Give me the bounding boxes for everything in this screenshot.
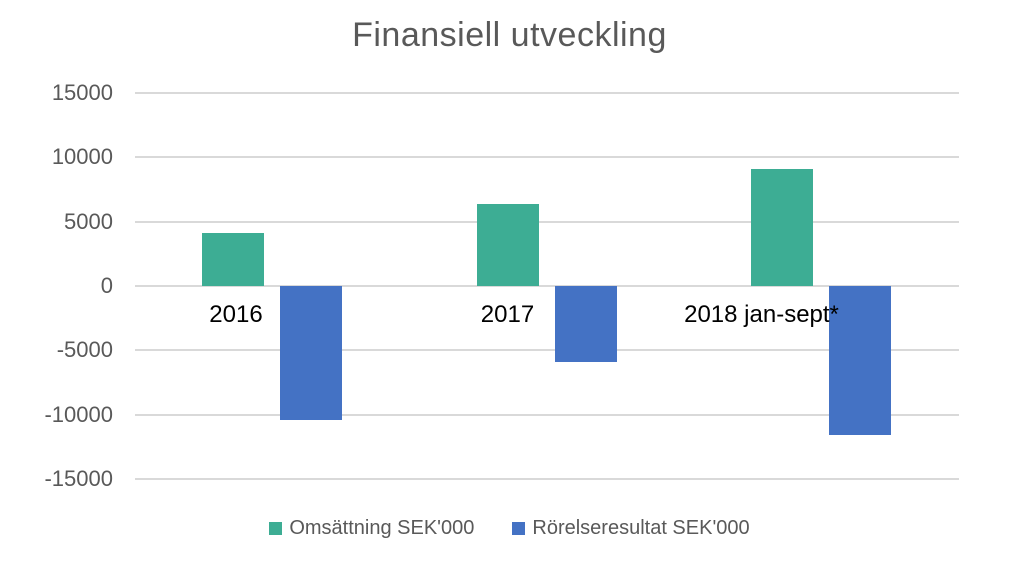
x-axis-label-2016: 2016 [209,301,263,328]
gridline--5000 [135,349,959,352]
x-axis-label-2018-jan-sept-: 2018 jan-sept* [684,301,839,328]
legend-swatch-omsattning-icon [269,522,283,535]
bar-omsattning-2018 jan-sept* [751,168,813,286]
chart-title: Finansiell utveckling [352,16,667,54]
y-axis-label--10000: -10000 [44,401,113,427]
legend-swatch-rorelseresultat-icon [512,522,526,535]
legend-item-omsattning: Omsättning SEK'000 [269,517,474,540]
bar-rorelseresultat-2017 [554,286,617,363]
gridline-0 [135,285,959,287]
y-axis-label-5000: 5000 [64,208,113,234]
bar-omsattning-2016 [202,233,264,286]
x-axis-label-2017: 2017 [480,301,535,328]
legend-item-rorelseresultat: Rörelseresultat SEK'000 [512,517,750,540]
gridline--10000 [135,413,959,416]
y-axis-label-10000: 10000 [51,144,113,170]
bar-omsattning-2017 [476,203,539,286]
chart-legend: Omsättning SEK'000 Rörelseresultat SEK'0… [0,517,1019,540]
y-axis-label-0: 0 [100,273,113,298]
legend-label-rorelseresultat: Rörelseresultat SEK'000 [532,517,750,539]
gridline--15000 [135,478,959,481]
bar-rorelseresultat-2016 [280,286,342,420]
y-axis-label--15000: -15000 [44,466,113,492]
gridline-10000 [135,156,959,159]
legend-label-omsattning: Omsättning SEK'000 [289,517,475,539]
y-axis-label--5000: -5000 [56,337,113,363]
bar-rorelseresultat-2018 jan-sept* [829,286,891,436]
y-axis-label-15000: 15000 [51,79,113,105]
gridline-5000 [135,220,959,223]
gridline-15000 [135,91,959,94]
